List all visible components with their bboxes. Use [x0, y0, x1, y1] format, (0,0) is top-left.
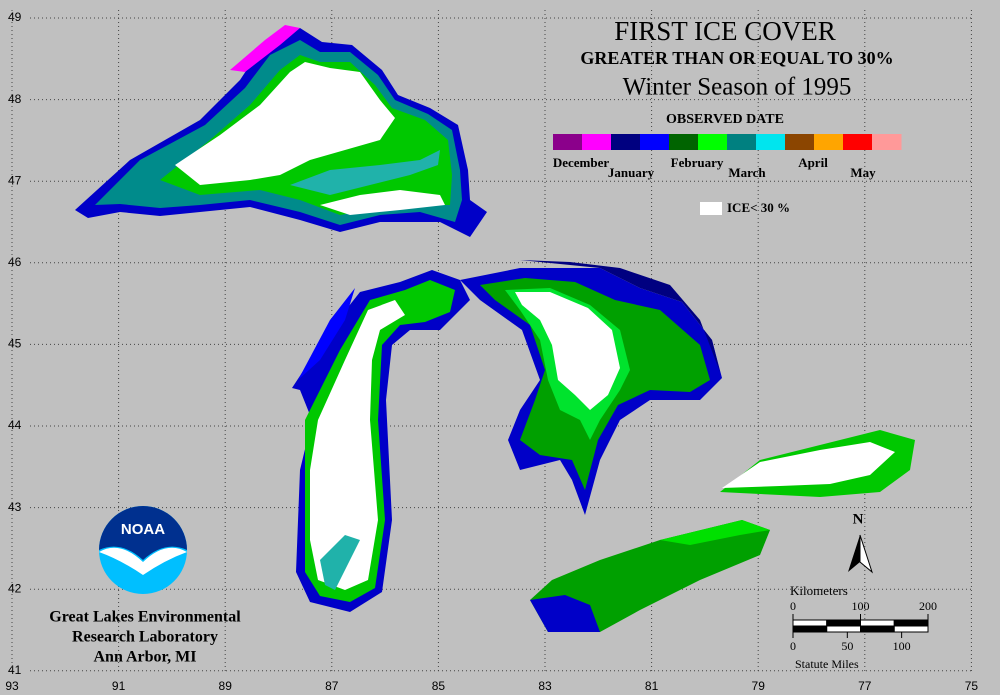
ice-swatch — [700, 202, 722, 215]
scale-mile-label: 100 — [893, 639, 911, 653]
legend-swatch — [582, 134, 612, 150]
legend-swatch — [814, 134, 844, 150]
legend-month: February — [671, 155, 724, 170]
legend-month: January — [608, 165, 655, 180]
lake-ontario — [720, 430, 915, 497]
title: FIRST ICE COVER — [614, 16, 836, 46]
lat-label: 48 — [8, 92, 22, 106]
legend-swatch — [756, 134, 786, 150]
scale-segment — [792, 619, 828, 627]
logo-text: NOAA — [121, 521, 165, 538]
scale-bar: Kilometers Statute Miles 0 100 200 0 50 100 — [790, 583, 937, 671]
legend-month: April — [798, 155, 828, 170]
scale-km-label: 100 — [852, 599, 870, 613]
noaa-logo: NOAA — [99, 506, 187, 594]
legend-swatch — [872, 134, 902, 150]
scale-segment — [792, 625, 828, 633]
north-arrow: N — [848, 511, 874, 574]
credit-line: Ann Arbor, MI — [94, 649, 197, 666]
scale-segment — [826, 625, 861, 633]
scale-km-title: Kilometers — [790, 583, 848, 598]
lon-label: 75 — [965, 679, 979, 693]
lon-label: 81 — [645, 679, 659, 693]
lake-huron — [460, 260, 722, 515]
lake-superior — [75, 25, 487, 237]
season: Winter Season of 1995 — [623, 74, 852, 101]
lake-michigan — [292, 270, 470, 612]
lon-label: 77 — [858, 679, 872, 693]
legend-swatch — [669, 134, 699, 150]
graticule: 49 48 47 46 45 44 43 42 41 93 91 89 87 85 83 81 79 77 75 — [5, 10, 978, 693]
lon-label: 87 — [325, 679, 339, 693]
legend-swatch — [698, 134, 728, 150]
legend-swatch — [611, 134, 641, 150]
lat-label: 45 — [8, 337, 22, 351]
lat-label: 46 — [8, 255, 22, 269]
subtitle: GREATER THAN OR EQUAL TO 30% — [580, 48, 893, 68]
scale-mile-title: Statute Miles — [795, 657, 859, 671]
scale-mile-label: 50 — [841, 639, 853, 653]
legend-swatch — [640, 134, 670, 150]
lat-label: 47 — [8, 173, 22, 187]
legend-swatch — [727, 134, 757, 150]
lat-label: 44 — [8, 418, 22, 432]
lat-label: 42 — [8, 581, 22, 595]
lon-label: 83 — [538, 679, 552, 693]
lat-label: 43 — [8, 500, 22, 514]
scale-mile-label: 0 — [790, 639, 796, 653]
scale-segment — [893, 625, 929, 633]
legend-swatch — [553, 134, 583, 150]
lon-label: 91 — [112, 679, 126, 693]
scale-km-label: 0 — [790, 599, 796, 613]
scale-segment — [860, 625, 895, 633]
legend-month: March — [728, 165, 766, 180]
ice-label: ICE< 30 % — [727, 200, 790, 215]
lon-label: 93 — [5, 679, 19, 693]
legend-swatch — [785, 134, 815, 150]
lon-label: 89 — [219, 679, 233, 693]
lat-label: 41 — [8, 663, 22, 677]
legend-title: OBSERVED DATE — [666, 112, 784, 127]
lake-erie — [530, 520, 770, 632]
north-label: N — [853, 511, 864, 527]
credit-line: Research Laboratory — [72, 629, 218, 646]
scale-km-label: 200 — [919, 599, 937, 613]
lon-label: 79 — [752, 679, 766, 693]
legend-swatch — [843, 134, 873, 150]
lon-label: 85 — [432, 679, 446, 693]
legend-month: December — [553, 155, 610, 170]
scale-segment — [860, 619, 895, 627]
lat-label: 49 — [8, 10, 22, 24]
legend-month: May — [850, 165, 876, 180]
scale-segment — [893, 619, 929, 627]
credit-line: Great Lakes Environmental — [49, 609, 241, 626]
scale-segment — [826, 619, 861, 627]
